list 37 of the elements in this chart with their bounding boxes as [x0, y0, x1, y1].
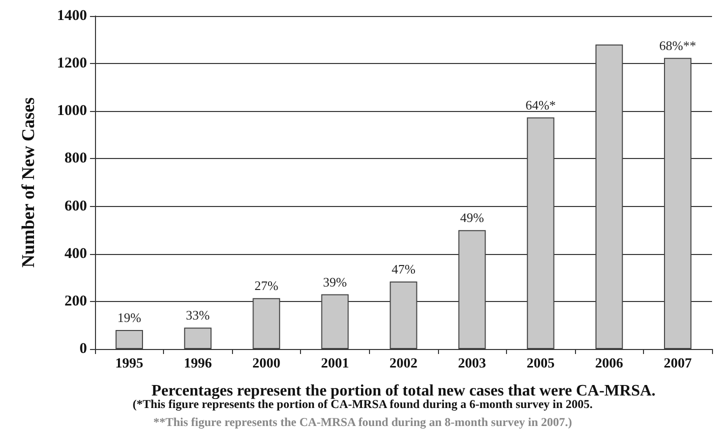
- y-tick-label: 800: [64, 150, 87, 167]
- x-tick-label: 2000: [252, 356, 280, 372]
- annotation: 64%*: [525, 97, 556, 112]
- annotation: 27%: [254, 278, 278, 294]
- bar: [390, 281, 418, 349]
- y-tick-label: 1200: [57, 56, 87, 72]
- annotation: 19%: [117, 310, 142, 325]
- x-tick-label: 2002: [390, 356, 418, 372]
- annotation: 33%: [186, 308, 210, 323]
- bar: [526, 117, 554, 349]
- annotation: 68%**: [659, 38, 696, 53]
- bar: [595, 44, 623, 349]
- annotation: 47%: [392, 261, 416, 276]
- bar: [252, 298, 280, 349]
- y-tick-label: 0: [80, 341, 87, 357]
- bar: [458, 230, 486, 349]
- x-tick-label: 1996: [184, 356, 212, 372]
- x-tick-label: 2001: [320, 356, 349, 372]
- y-tick-label: 400: [64, 246, 87, 262]
- x-tick-label: 2005: [526, 356, 555, 372]
- x-tick-label: 1995: [115, 356, 144, 372]
- x-tick-label: 2003: [458, 356, 486, 372]
- x-tick-label: 2007: [664, 356, 692, 372]
- y-tick-label: 1400: [57, 8, 87, 24]
- y-tick-label: 1000: [57, 103, 87, 120]
- y-axis-title: Number of New Cases: [18, 97, 38, 268]
- annotation: 49%: [460, 210, 484, 226]
- annotation: 39%: [323, 274, 348, 290]
- x-tick-label: 2006: [595, 356, 624, 372]
- y-tick-label: 200: [64, 293, 87, 310]
- bar: [116, 330, 143, 349]
- x-axis-title: Percentages represent the portion of total new cases that were CA-MRSA.: [151, 382, 656, 400]
- y-tick-label: 600: [64, 198, 87, 214]
- bar: [664, 58, 692, 349]
- bar: [321, 294, 349, 349]
- bar: [184, 328, 212, 349]
- text: **This figure represents the CA-MRSA found during an 8-month survey in 2007.): [153, 415, 572, 429]
